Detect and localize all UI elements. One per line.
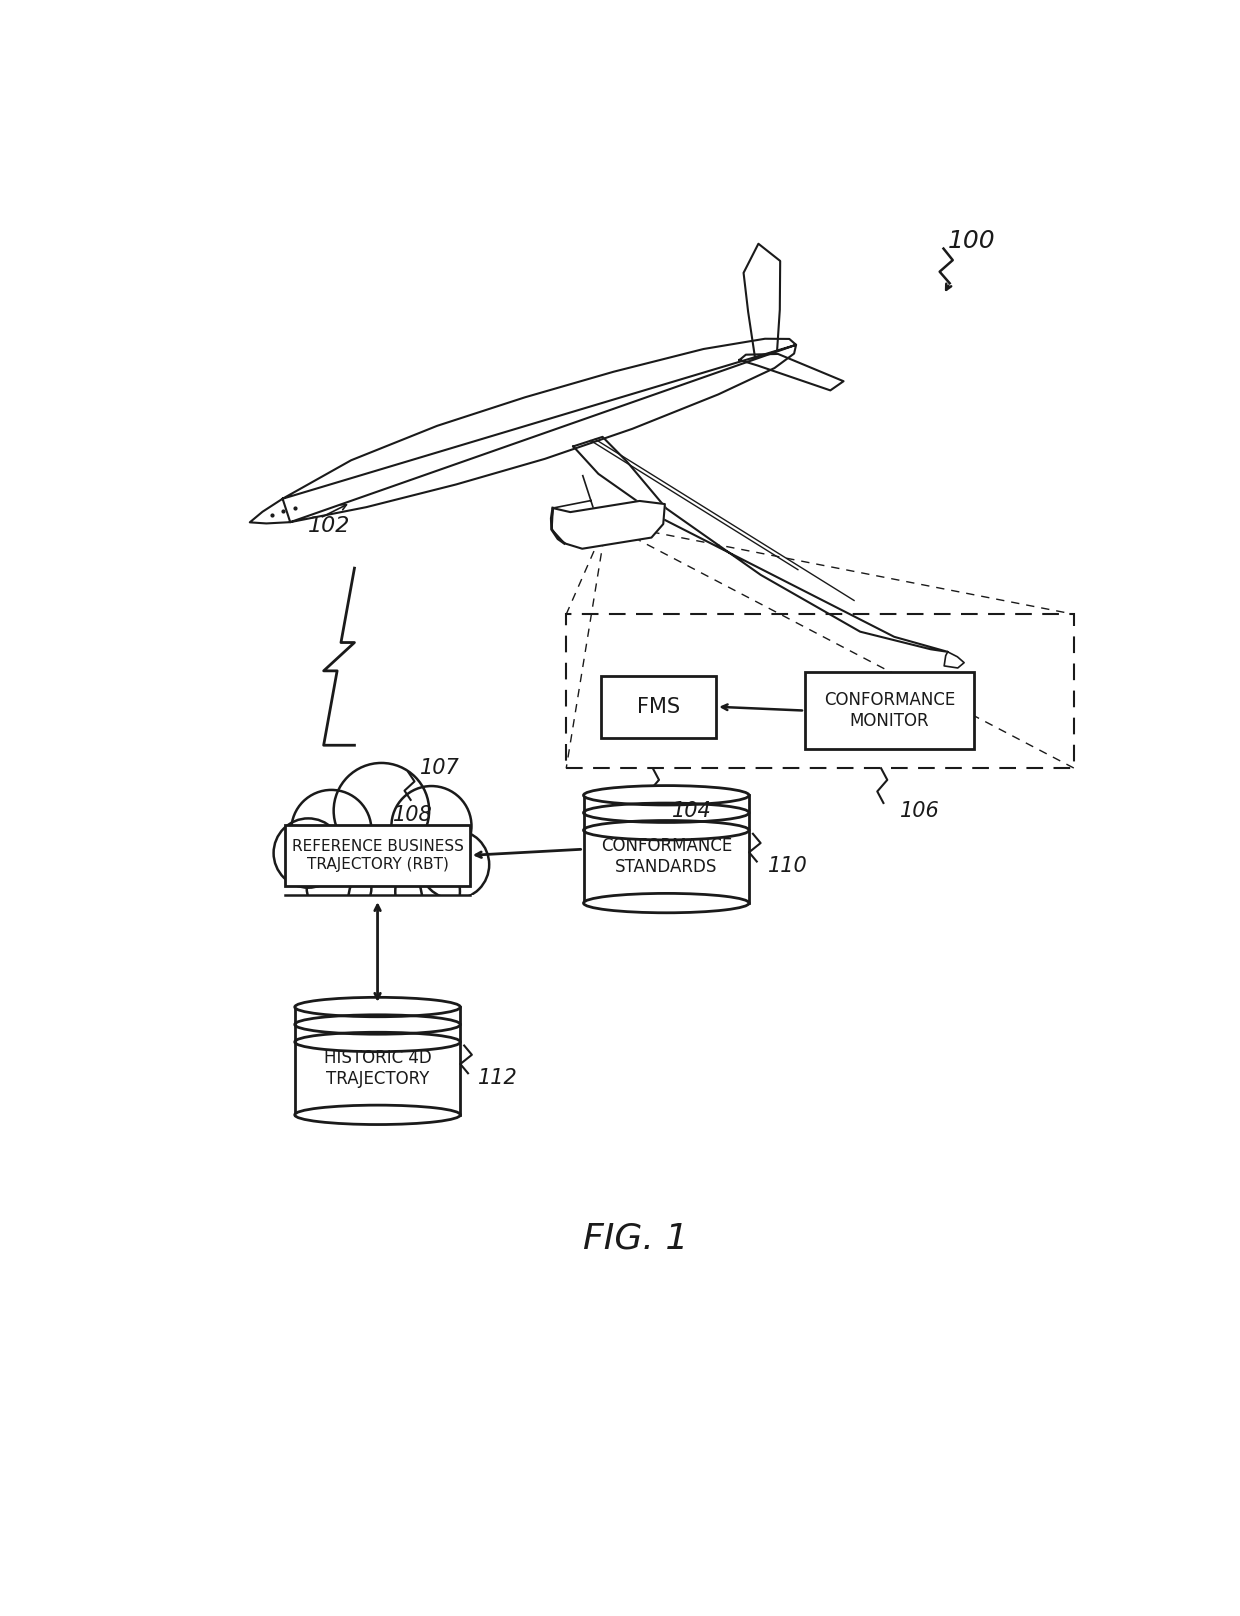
FancyBboxPatch shape [805,672,975,750]
Text: 108: 108 [393,805,433,824]
Text: 112: 112 [479,1068,518,1088]
Text: FIG. 1: FIG. 1 [583,1222,688,1256]
FancyBboxPatch shape [285,824,470,886]
Ellipse shape [295,1105,460,1125]
Ellipse shape [295,997,460,1016]
Circle shape [291,790,372,869]
Polygon shape [944,651,965,667]
Circle shape [306,855,372,920]
Polygon shape [552,501,665,549]
Text: 100: 100 [947,229,994,252]
Ellipse shape [584,785,749,805]
Text: 106: 106 [900,800,940,821]
Polygon shape [573,436,947,651]
FancyBboxPatch shape [295,1007,460,1115]
Circle shape [334,763,429,858]
Polygon shape [744,244,780,359]
Ellipse shape [584,894,749,913]
Circle shape [348,863,422,936]
Text: CONFORMANCE
MONITOR: CONFORMANCE MONITOR [823,692,955,730]
Polygon shape [739,354,843,391]
Text: HISTORIC 4D
TRAJECTORY: HISTORIC 4D TRAJECTORY [324,1049,432,1088]
FancyBboxPatch shape [601,675,717,737]
FancyBboxPatch shape [584,795,749,903]
Text: 107: 107 [420,758,460,779]
Text: FMS: FMS [637,696,681,718]
Circle shape [420,831,490,898]
Polygon shape [249,339,796,524]
Text: 110: 110 [769,856,808,876]
Text: CONFORMANCE
STANDARDS: CONFORMANCE STANDARDS [600,837,732,876]
Text: REFERENCE BUSINESS
TRAJECTORY (RBT): REFERENCE BUSINESS TRAJECTORY (RBT) [291,839,464,871]
Text: 104: 104 [672,800,712,821]
Circle shape [396,860,460,924]
FancyBboxPatch shape [265,895,490,942]
Circle shape [392,785,471,866]
Polygon shape [324,569,355,745]
Circle shape [274,818,343,887]
Text: 102: 102 [309,516,351,537]
